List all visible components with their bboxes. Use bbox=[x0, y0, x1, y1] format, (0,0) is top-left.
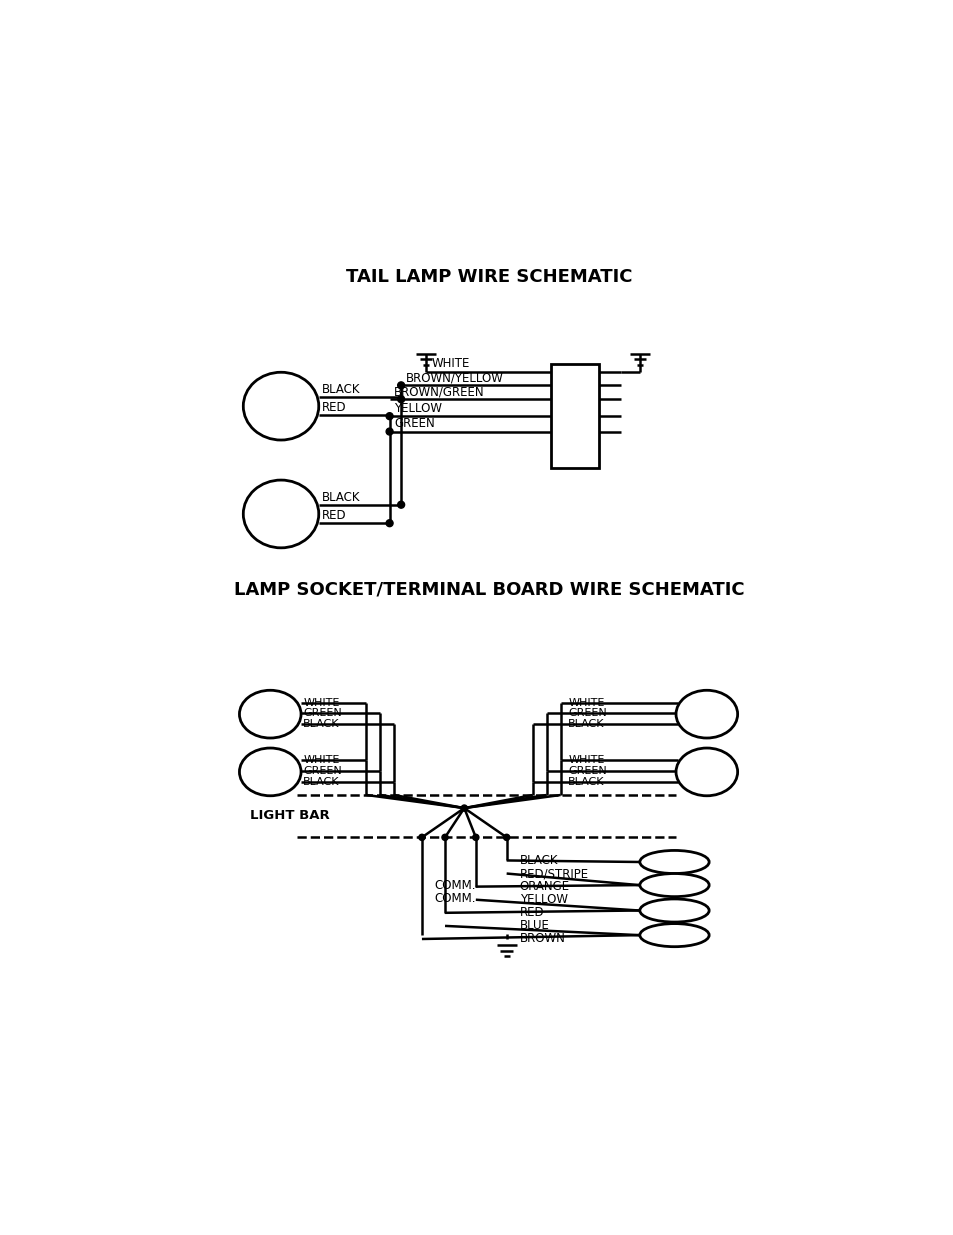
Ellipse shape bbox=[239, 748, 301, 795]
Text: BROWN/GREEN: BROWN/GREEN bbox=[394, 385, 484, 398]
Circle shape bbox=[397, 501, 404, 508]
Ellipse shape bbox=[676, 748, 737, 795]
Text: ORANGE: ORANGE bbox=[519, 881, 569, 893]
Text: SOCKET: SOCKET bbox=[256, 516, 305, 526]
Circle shape bbox=[503, 835, 509, 841]
Text: BLACK: BLACK bbox=[303, 719, 339, 729]
Text: WHITE: WHITE bbox=[568, 756, 604, 766]
Circle shape bbox=[386, 520, 393, 526]
Text: CAP 2: CAP 2 bbox=[654, 929, 695, 941]
Text: LAMP: LAMP bbox=[255, 757, 284, 767]
Text: RH: RH bbox=[271, 499, 291, 513]
Text: WHITE: WHITE bbox=[303, 756, 339, 766]
Text: SOCKET: SOCKET bbox=[256, 408, 305, 419]
Text: SOCKET: SOCKET bbox=[250, 709, 290, 718]
Text: YELLOW: YELLOW bbox=[519, 893, 567, 906]
Text: CAP 2: CAP 2 bbox=[654, 878, 695, 892]
Text: BLACK: BLACK bbox=[519, 853, 558, 867]
Text: CAP 1: CAP 1 bbox=[654, 856, 695, 868]
Text: BLACK: BLACK bbox=[568, 777, 604, 787]
Text: GREEN: GREEN bbox=[303, 766, 342, 776]
Text: BLUE: BLUE bbox=[519, 919, 549, 932]
Ellipse shape bbox=[639, 924, 708, 947]
Text: COMM.: COMM. bbox=[434, 879, 476, 893]
Text: LAMP: LAMP bbox=[692, 700, 720, 709]
Text: BLACK: BLACK bbox=[303, 777, 339, 787]
Text: SOCKET: SOCKET bbox=[686, 709, 726, 718]
Ellipse shape bbox=[639, 899, 708, 923]
Circle shape bbox=[473, 835, 478, 841]
Text: BROWN/YELLOW: BROWN/YELLOW bbox=[405, 372, 503, 384]
Text: TAIL LAMP WIRE SCHEMATIC: TAIL LAMP WIRE SCHEMATIC bbox=[345, 268, 632, 285]
Text: LAMP: LAMP bbox=[255, 700, 284, 709]
Ellipse shape bbox=[239, 690, 301, 739]
Text: 1: 1 bbox=[703, 777, 709, 785]
Text: BLACK: BLACK bbox=[568, 719, 604, 729]
Text: SOCKET: SOCKET bbox=[250, 767, 290, 776]
Text: WHITE: WHITE bbox=[432, 357, 470, 370]
Text: WHITE: WHITE bbox=[303, 698, 339, 708]
Text: WHITE: WHITE bbox=[568, 698, 604, 708]
Text: RED: RED bbox=[321, 401, 346, 414]
Text: SOCKET: SOCKET bbox=[686, 767, 726, 776]
Circle shape bbox=[386, 412, 393, 420]
Text: YELLOW: YELLOW bbox=[394, 401, 442, 415]
Text: BLACK: BLACK bbox=[321, 490, 360, 504]
Ellipse shape bbox=[243, 480, 318, 548]
Bar bbox=[551, 364, 598, 468]
Text: RED: RED bbox=[321, 509, 346, 522]
Text: GREEN: GREEN bbox=[394, 417, 435, 430]
Text: 4: 4 bbox=[267, 777, 274, 785]
Text: GREEN: GREEN bbox=[568, 766, 606, 776]
Text: CAP 1: CAP 1 bbox=[654, 904, 695, 918]
Ellipse shape bbox=[639, 851, 708, 873]
Circle shape bbox=[441, 835, 448, 841]
Text: LH: LH bbox=[272, 391, 290, 404]
Text: GREEN: GREEN bbox=[568, 709, 606, 719]
Ellipse shape bbox=[243, 372, 318, 440]
Ellipse shape bbox=[639, 873, 708, 897]
Text: BROWN: BROWN bbox=[519, 932, 565, 946]
Circle shape bbox=[397, 395, 404, 403]
Text: LAMP SOCKET/TERMINAL BOARD WIRE SCHEMATIC: LAMP SOCKET/TERMINAL BOARD WIRE SCHEMATI… bbox=[233, 580, 743, 599]
Circle shape bbox=[397, 382, 404, 389]
Circle shape bbox=[386, 429, 393, 435]
Text: RED: RED bbox=[519, 906, 544, 919]
Text: 2: 2 bbox=[703, 719, 709, 727]
Circle shape bbox=[418, 835, 425, 841]
Text: RED/STRIPE: RED/STRIPE bbox=[519, 867, 588, 881]
Text: LAMP: LAMP bbox=[692, 757, 720, 767]
Circle shape bbox=[460, 805, 467, 811]
Text: LIGHT BAR: LIGHT BAR bbox=[250, 809, 330, 823]
Text: GREEN: GREEN bbox=[303, 709, 342, 719]
Ellipse shape bbox=[676, 690, 737, 739]
Text: COMM.: COMM. bbox=[434, 893, 476, 905]
Text: BLACK: BLACK bbox=[321, 383, 360, 395]
Text: 3: 3 bbox=[267, 719, 274, 727]
